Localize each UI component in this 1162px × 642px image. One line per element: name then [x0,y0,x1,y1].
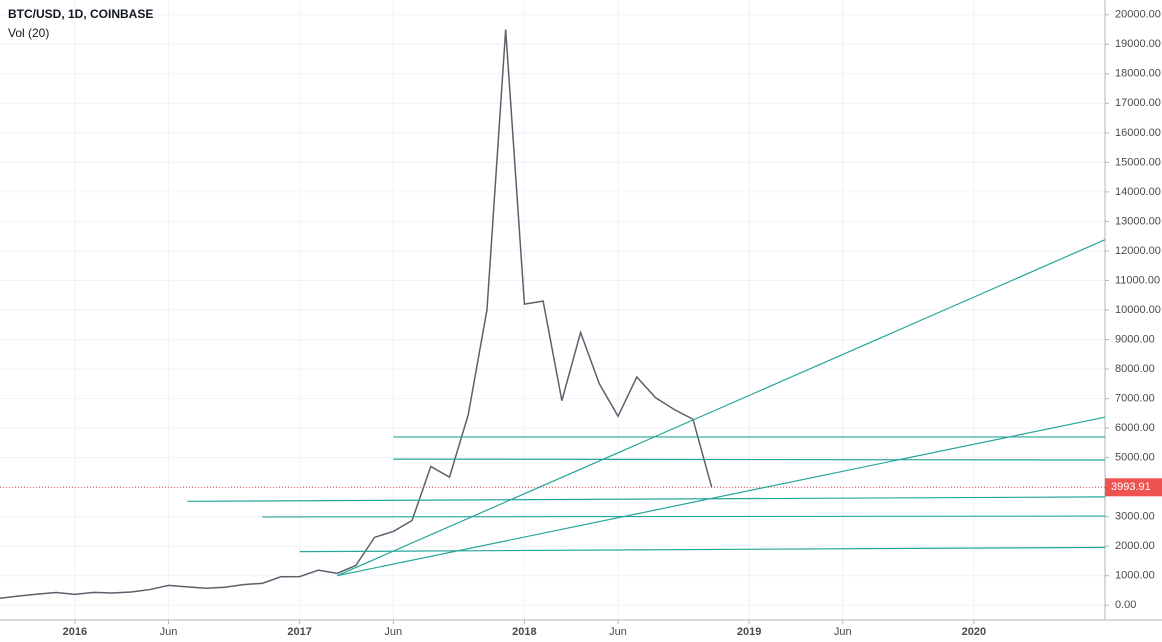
y-tick-label: 15000.00 [1115,156,1161,168]
y-tick-label: 3000.00 [1115,511,1155,523]
grid [0,0,1105,620]
y-tick-label: 9000.00 [1115,333,1155,345]
trendline [262,515,1106,518]
trendline [187,496,1106,502]
y-tick-label: 11000.00 [1115,274,1160,286]
x-tick-label: 2016 [63,626,87,638]
x-tick-label: Jun [609,626,627,638]
y-tick-label: 18000.00 [1115,68,1161,80]
last-price-box [1105,478,1162,497]
x-tick-label: 2020 [962,626,986,638]
last-price-label: 3993.91 [1111,481,1151,493]
x-tick-label: 2019 [737,626,761,638]
y-tick-label: 7000.00 [1115,392,1155,404]
indicator-label: Vol (20) [8,26,49,40]
y-tick-label: 14000.00 [1115,186,1161,198]
y-tick-label: 12000.00 [1115,245,1161,257]
trendline [393,458,1106,461]
x-tick-label: Jun [160,626,178,638]
chart-title: BTC/USD, 1D, COINBASE [8,7,153,21]
x-tick-label: Jun [384,626,402,638]
trendline [299,546,1106,553]
x-tick-label: 2018 [512,626,536,638]
y-tick-label: 20000.00 [1115,9,1161,21]
y-tick-label: 13000.00 [1115,215,1161,227]
y-tick-label: 6000.00 [1115,422,1155,434]
y-tick-label: 8000.00 [1115,363,1155,375]
trendline [336,416,1106,577]
y-tick-label: 5000.00 [1115,452,1155,464]
x-tick-label: Jun [834,626,852,638]
y-tick-label: 16000.00 [1115,127,1161,139]
trendline [336,239,1106,577]
y-tick-label: 19000.00 [1115,38,1161,50]
y-tick-label: 17000.00 [1115,97,1161,109]
price-line [0,29,713,600]
y-tick-label: 2000.00 [1115,540,1155,552]
y-tick-label: 0.00 [1115,599,1136,611]
y-tick-label: 10000.00 [1115,304,1161,316]
y-tick-label: 1000.00 [1115,570,1155,582]
x-tick-label: 2017 [287,626,311,638]
